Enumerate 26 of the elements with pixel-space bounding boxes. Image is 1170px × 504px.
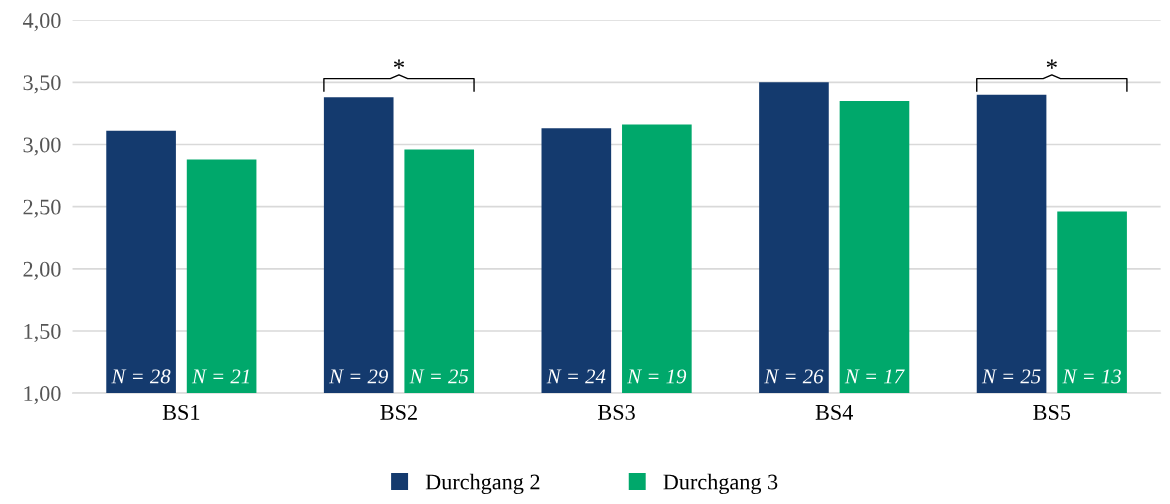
annotation: * (393, 59, 405, 69)
y-tick-label: 2,00 (23, 261, 61, 280)
x-tick-label: BS5 (1033, 404, 1071, 420)
y-tick-label: 2,50 (23, 199, 61, 218)
y-tick-label: 1,00 (24, 386, 61, 405)
y-tick-label: 3,50 (23, 75, 61, 94)
legend-label: Durchgang 2 (425, 473, 540, 495)
x-tick-label: BS1 (162, 404, 200, 420)
y-tick-label: 4,00 (22, 13, 61, 32)
annotation: N = 19 (627, 369, 687, 384)
annotation: N = 17 (844, 369, 905, 384)
legend-label: Durchgang 3 (663, 473, 778, 495)
x-tick-label: BS2 (380, 404, 417, 420)
y-tick-label: 1,50 (24, 323, 61, 343)
annotation: N = 24 (546, 369, 606, 384)
annotation: * (1046, 59, 1057, 69)
x-tick-label: BS3 (598, 404, 635, 420)
annotation: N = 26 (764, 369, 824, 384)
annotation: N = 25 (409, 369, 469, 384)
annotation: N = 28 (111, 369, 171, 384)
annotation: N = 13 (1062, 369, 1121, 384)
annotation: N = 21 (191, 369, 249, 384)
annotation: N = 29 (328, 369, 388, 384)
x-tick-label: BS4 (815, 404, 854, 420)
annotation: N = 25 (981, 369, 1041, 384)
y-tick-label: 3,00 (23, 137, 61, 156)
